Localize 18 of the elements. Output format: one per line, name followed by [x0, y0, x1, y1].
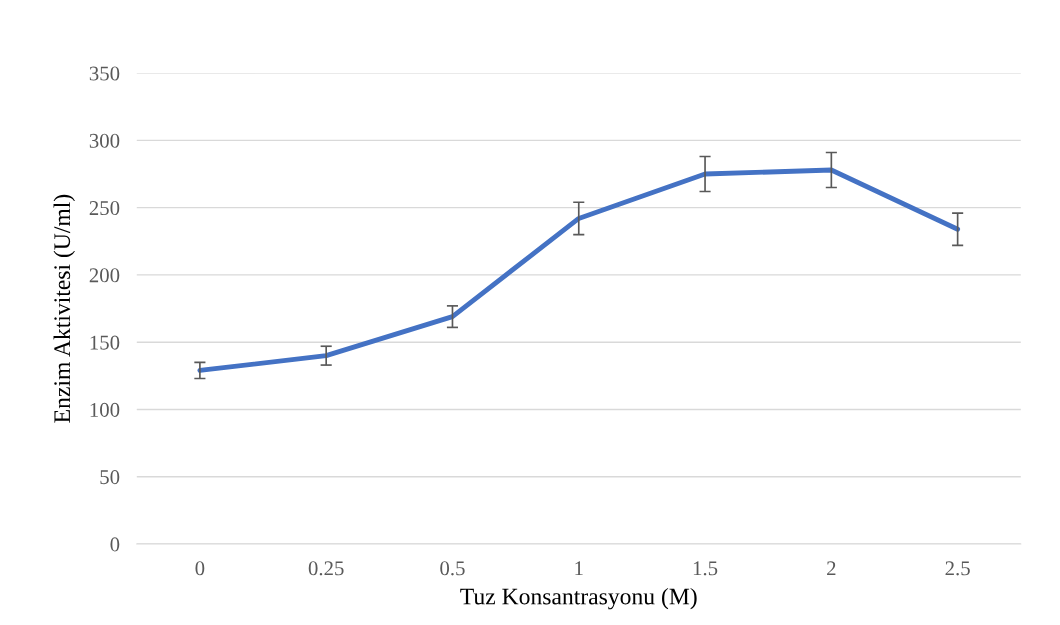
x-tick-label: 1.5 [693, 561, 718, 576]
y-axis-title: Enzim Aktivitesi (U/ml) [53, 194, 75, 423]
y-tick-label: 300 [89, 133, 120, 148]
y-tick-label: 150 [90, 335, 120, 350]
x-axis-title: Tuz Konsantrasyonu (M) [460, 587, 697, 610]
y-tick-label: 200 [89, 268, 120, 283]
x-tick-label: 2.5 [945, 561, 970, 576]
y-tick-label: 250 [89, 201, 120, 216]
x-tick-label: 2 [827, 561, 836, 576]
x-tick-label: 0.25 [308, 561, 344, 576]
line-series [197, 167, 961, 373]
x-tick-label: 0 [195, 561, 205, 576]
y-tick-label: 100 [90, 402, 120, 417]
x-tick-label: 0.5 [440, 561, 465, 576]
y-tick-label: 0 [110, 537, 120, 552]
y-tick-label: 350 [89, 66, 120, 81]
x-tick-label: 1 [575, 561, 583, 576]
y-tick-label: 50 [100, 470, 120, 485]
